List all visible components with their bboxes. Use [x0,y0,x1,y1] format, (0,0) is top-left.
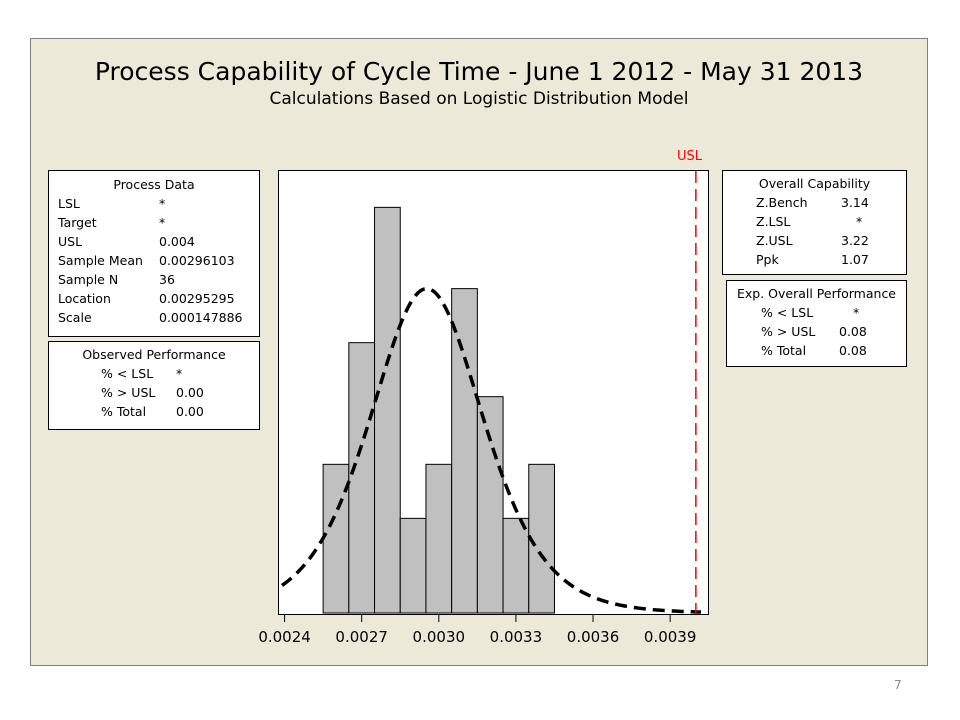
row-value: * [176,366,183,381]
row-value: 1.07 [841,252,869,267]
row-label: Scale [58,310,92,325]
row-value: * [856,214,863,229]
row-label: Sample N [58,272,119,287]
row-value: 36 [159,272,175,287]
exp-overall-performance-row: % > USL 0.08 [727,322,906,341]
row-value: 0.00 [176,404,204,419]
row-value: * [853,305,860,320]
process-data-row: Location 0.00295295 [49,289,259,308]
row-label: % Total [101,404,147,419]
row-label: % Total [761,343,807,358]
row-label: Ppk [756,252,779,267]
histogram-bar [476,396,504,614]
row-value: * [159,215,166,230]
row-value: 0.00 [176,385,204,400]
row-label: Z.Bench [756,195,808,210]
overall-capability-box: Overall Capability Z.Bench 3.14 Z.LSL * … [722,170,907,275]
row-label: Z.LSL [756,214,791,229]
row-label: Z.USL [756,233,793,248]
exp-overall-performance-row: % Total 0.08 [727,341,906,360]
x-tick-label: 0.0027 [335,628,388,646]
row-value: 0.00295295 [159,291,235,306]
process-data-box: Process Data LSL * Target * USL 0.004 Sa… [48,170,260,337]
histogram-bar [451,288,478,614]
overall-capability-row: Z.USL 3.22 [723,231,906,250]
x-tick-label: 0.0039 [644,628,697,646]
row-label: % < LSL [761,305,814,320]
overall-capability-row: Z.LSL * [723,212,906,231]
histogram-bar [502,517,530,614]
x-tick-label: 0.0024 [258,628,311,646]
row-label: Target [58,215,97,230]
process-data-header: Process Data [113,177,195,192]
row-value: 0.08 [839,343,867,358]
process-data-row: Target * [49,213,259,232]
row-value: 3.14 [841,195,869,210]
observed-performance-row: % > USL 0.00 [49,383,259,402]
observed-performance-row: % < LSL * [49,364,259,383]
histogram-chart: 0.0024 0.0027 0.0030 0.0033 0.0036 0.0039 [258,171,702,646]
chart-subtitle: Calculations Based on Logistic Distribut… [269,89,689,109]
process-data-row: LSL * [49,194,259,213]
histogram-bar [528,463,555,614]
histogram-bar [348,342,376,614]
page-number: 7 [894,678,902,692]
usl-label: USL [677,149,703,164]
row-label: USL [58,234,83,249]
histogram-bar [425,463,453,614]
overall-capability-row: Ppk 1.07 [723,250,906,269]
process-data-row: Sample Mean 0.00296103 [49,251,259,270]
x-tick-label: 0.0033 [490,628,543,646]
row-value: 0.00296103 [159,253,235,268]
histogram-bar [399,517,427,614]
observed-performance-row: % Total 0.00 [49,402,259,421]
row-value: 3.22 [841,233,869,248]
process-data-row: Scale 0.000147886 [49,308,259,327]
row-label: Location [58,291,111,306]
row-value: 0.004 [159,234,195,249]
fit-curve [280,286,702,614]
row-value: 0.08 [839,324,867,339]
observed-performance-header: Observed Performance [82,347,226,362]
process-data-row: Sample N 36 [49,270,259,289]
row-label: LSL [58,196,80,211]
row-label: % < LSL [101,366,154,381]
exp-overall-performance-box: Exp. Overall Performance % < LSL * % > U… [726,280,907,367]
chart-panel: Process Capability of Cycle Time - June … [30,38,928,666]
observed-performance-box: Observed Performance % < LSL * % > USL 0… [48,341,260,430]
histogram-bar [322,463,350,614]
exp-overall-performance-header: Exp. Overall Performance [736,286,897,301]
overall-capability-header: Overall Capability [758,176,871,191]
x-tick-label: 0.0030 [413,628,466,646]
process-data-row: USL 0.004 [49,232,259,251]
chart-title: Process Capability of Cycle Time - June … [94,57,864,86]
histogram-bar [374,206,401,614]
row-label: Sample Mean [58,253,143,268]
overall-capability-row: Z.Bench 3.14 [723,193,906,212]
x-tick-label: 0.0036 [567,628,620,646]
row-value: 0.000147886 [159,310,243,325]
row-label: % > USL [761,324,816,339]
exp-overall-performance-row: % < LSL * [727,303,906,322]
row-value: * [159,196,166,211]
row-label: % > USL [101,385,156,400]
